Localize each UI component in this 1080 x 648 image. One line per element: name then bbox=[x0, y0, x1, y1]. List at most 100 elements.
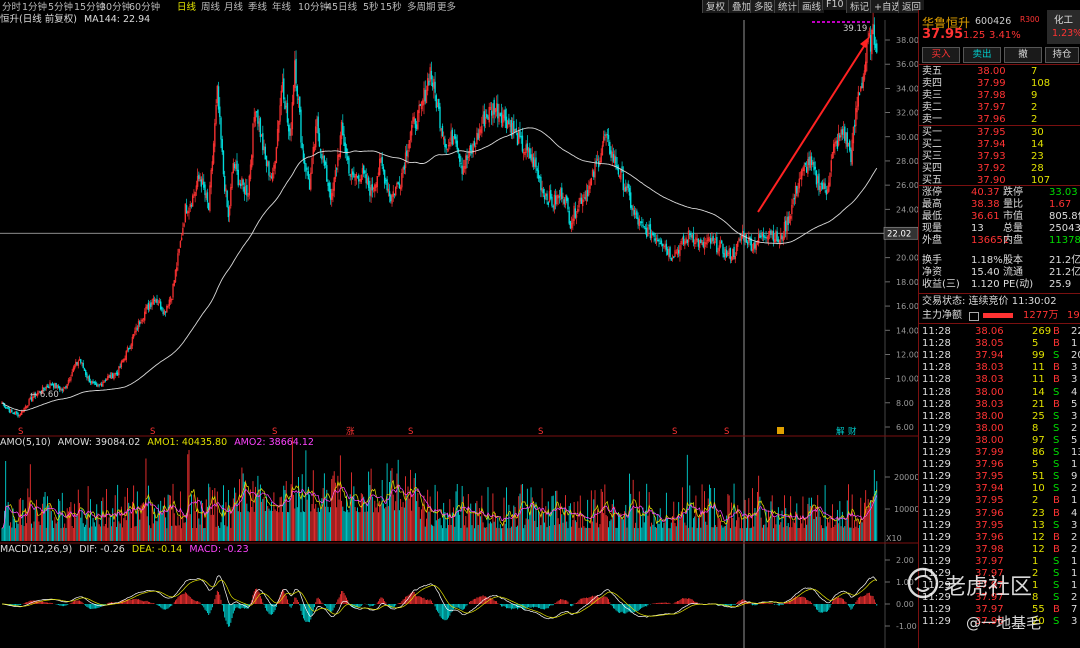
toolbar-button[interactable]: 复权 bbox=[702, 0, 729, 13]
sector-box[interactable]: 化工 1.23% bbox=[1047, 10, 1080, 44]
candle-body bbox=[479, 129, 482, 133]
tick-count: 7 bbox=[1071, 604, 1078, 616]
candle-body bbox=[465, 155, 467, 169]
period-tab[interactable]: 年线 bbox=[272, 2, 292, 13]
stats-row: 净资 15.40 流通 21.2亿 bbox=[919, 267, 1080, 279]
tick-direction: S bbox=[1053, 483, 1060, 495]
toolbar-button[interactable]: 返回 bbox=[898, 0, 925, 13]
toolbar-button[interactable]: 统计 bbox=[774, 0, 801, 13]
candle-body bbox=[456, 140, 458, 150]
dea-legend: DEA: -0.14 bbox=[131, 544, 183, 555]
tick-count: 1 bbox=[1071, 580, 1078, 592]
stat-label: 跌停 bbox=[1003, 187, 1023, 198]
candle-body bbox=[650, 233, 653, 239]
period-tab[interactable]: 5分钟 bbox=[48, 2, 74, 13]
tick-count: 5 bbox=[1071, 434, 1078, 446]
kline-chart-area[interactable]: 38.00 36.00 34.00 32.00 30.00 28.00 26.00 24.00… bbox=[0, 10, 918, 648]
trade-button-row: 买入 卖出 撤 持仓 bbox=[919, 47, 1080, 63]
candle-body bbox=[49, 382, 51, 388]
period-tab[interactable]: 多周期 bbox=[407, 2, 436, 13]
period-tab[interactable]: 季线 bbox=[248, 2, 268, 13]
candle-body bbox=[125, 350, 127, 360]
candle-body bbox=[96, 383, 98, 387]
candle-body bbox=[632, 208, 634, 211]
candle-body bbox=[625, 186, 627, 192]
candle-body bbox=[310, 172, 312, 190]
candle-body bbox=[570, 222, 573, 229]
candle-body bbox=[591, 170, 594, 176]
period-tab[interactable]: 1分钟 bbox=[22, 2, 48, 13]
candle-body bbox=[108, 375, 110, 378]
candle-body bbox=[48, 386, 50, 389]
toolbar-button[interactable]: 叠加 bbox=[728, 0, 755, 13]
period-tab[interactable]: 更多 bbox=[437, 2, 457, 13]
period-tab[interactable]: 5秒 bbox=[363, 2, 379, 13]
period-tab[interactable]: 15秒 bbox=[380, 2, 402, 13]
period-tab[interactable]: 30分钟 bbox=[100, 2, 132, 13]
buy-button[interactable]: 买入 bbox=[922, 47, 960, 63]
candle-body bbox=[370, 184, 372, 197]
candle-body bbox=[728, 249, 730, 255]
toolbar-button[interactable]: F10 bbox=[822, 0, 847, 10]
stat-label: 现量 bbox=[922, 223, 942, 234]
candle-body bbox=[136, 328, 139, 330]
toolbar-button[interactable]: +自选 bbox=[870, 0, 904, 13]
kline-chart-canvas[interactable]: 38.00 36.00 34.00 32.00 30.00 28.00 26.00 24.00… bbox=[0, 10, 918, 648]
toolbar-button[interactable]: 多股 bbox=[750, 0, 777, 13]
divider bbox=[919, 64, 1080, 65]
candle-body bbox=[812, 162, 814, 165]
period-tab[interactable]: 15分钟 bbox=[74, 2, 106, 13]
candle-body bbox=[478, 129, 481, 138]
price-tick-label: 38.00 bbox=[896, 36, 918, 45]
amo1-line bbox=[1, 479, 878, 529]
period-tab[interactable]: 月线 bbox=[224, 2, 244, 13]
candle-body bbox=[167, 306, 169, 308]
sell-button[interactable]: 卖出 bbox=[963, 47, 1001, 63]
positions-button[interactable]: 持仓 bbox=[1045, 47, 1079, 63]
candle-body bbox=[185, 205, 188, 214]
toolbar-button[interactable]: 标记 bbox=[846, 0, 873, 13]
tick-time: 11:29 bbox=[922, 459, 951, 471]
candle-body bbox=[829, 173, 831, 186]
candle-body bbox=[541, 187, 543, 192]
candle-body bbox=[164, 311, 167, 313]
candle-body bbox=[857, 91, 859, 107]
tick-count: 13 bbox=[1071, 447, 1080, 458]
candle-body bbox=[489, 107, 492, 110]
candle-body bbox=[146, 304, 148, 309]
ask-price: 37.96 bbox=[977, 114, 1006, 125]
candle-body bbox=[32, 396, 34, 402]
period-tab[interactable]: 日线 bbox=[177, 2, 197, 13]
event-marker: S bbox=[18, 427, 23, 437]
candle-body bbox=[826, 189, 829, 194]
candle-body bbox=[263, 146, 265, 151]
price-tick-label: 18.00 bbox=[896, 278, 918, 287]
period-tab[interactable]: 10分钟 bbox=[298, 2, 330, 13]
tick-price: 38.03 bbox=[975, 362, 1004, 374]
candle-body bbox=[174, 269, 177, 283]
toolbar-button[interactable]: 画线 bbox=[798, 0, 825, 13]
period-tab[interactable]: 45日线 bbox=[326, 2, 358, 13]
candle-body bbox=[60, 388, 62, 390]
tick-direction: B bbox=[1053, 362, 1060, 374]
candle-body bbox=[765, 237, 767, 239]
candle-body bbox=[580, 197, 583, 204]
tick-direction: S bbox=[1053, 410, 1060, 422]
tick-time: 11:28 bbox=[922, 350, 951, 362]
candle-body bbox=[176, 267, 178, 272]
cancel-order-button[interactable]: 撤 bbox=[1004, 47, 1042, 63]
period-tab[interactable]: 60分钟 bbox=[129, 2, 161, 13]
period-tab[interactable]: 分时 bbox=[2, 2, 22, 13]
candle-body bbox=[107, 376, 109, 380]
candle-body bbox=[737, 241, 739, 247]
candle-body bbox=[706, 239, 708, 245]
candle-body bbox=[225, 188, 227, 192]
period-tab[interactable]: 周线 bbox=[201, 2, 221, 13]
candle-body bbox=[682, 235, 685, 245]
flow-chart-icon[interactable] bbox=[969, 312, 979, 321]
stock-name[interactable]: 华鲁恒升 bbox=[922, 16, 971, 30]
candle-body bbox=[45, 386, 47, 389]
candle-body bbox=[50, 383, 52, 385]
candle-body bbox=[376, 175, 378, 188]
candle-body bbox=[443, 136, 445, 140]
